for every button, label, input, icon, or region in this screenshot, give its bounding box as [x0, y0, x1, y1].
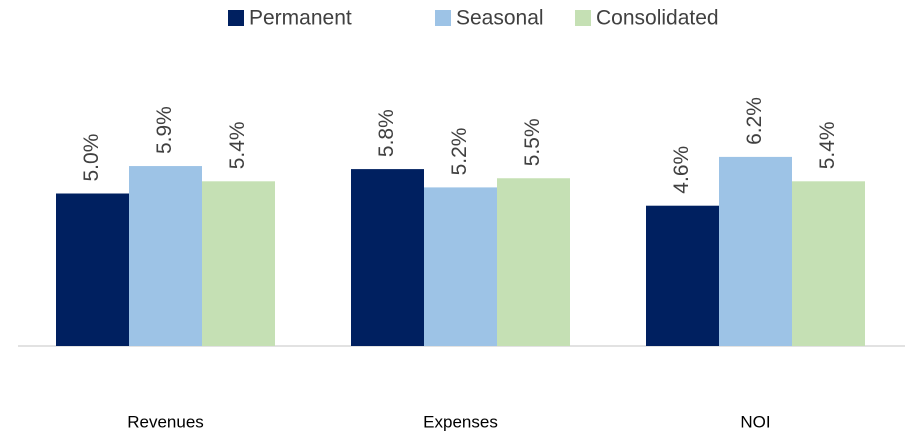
- bar: [792, 181, 865, 346]
- value-label: 5.8%: [375, 109, 398, 157]
- bar: [56, 193, 129, 346]
- value-label: 5.4%: [226, 121, 249, 169]
- bar: [719, 156, 792, 346]
- value-label: 5.4%: [816, 121, 839, 169]
- category-label: Revenues: [127, 412, 204, 431]
- legend-swatch: [575, 10, 591, 26]
- value-label: 5.9%: [153, 106, 176, 154]
- bar: [646, 205, 719, 346]
- bar: [351, 169, 424, 346]
- value-label: 4.6%: [670, 146, 693, 194]
- value-label: 5.5%: [521, 118, 544, 166]
- legend-swatch: [228, 10, 244, 26]
- bar: [424, 187, 497, 346]
- value-label: 5.0%: [80, 134, 103, 182]
- legend-swatch: [435, 10, 451, 26]
- legend-text: Seasonal: [456, 7, 544, 30]
- value-label: 6.2%: [743, 97, 766, 145]
- legend-text: Consolidated: [596, 7, 719, 30]
- bar: [129, 166, 202, 346]
- category-label: NOI: [740, 412, 770, 431]
- value-label: 5.2%: [448, 128, 471, 176]
- legend-text: Permanent: [249, 7, 352, 30]
- bar: [497, 178, 570, 346]
- category-label: Expenses: [423, 412, 498, 431]
- bar: [202, 181, 275, 346]
